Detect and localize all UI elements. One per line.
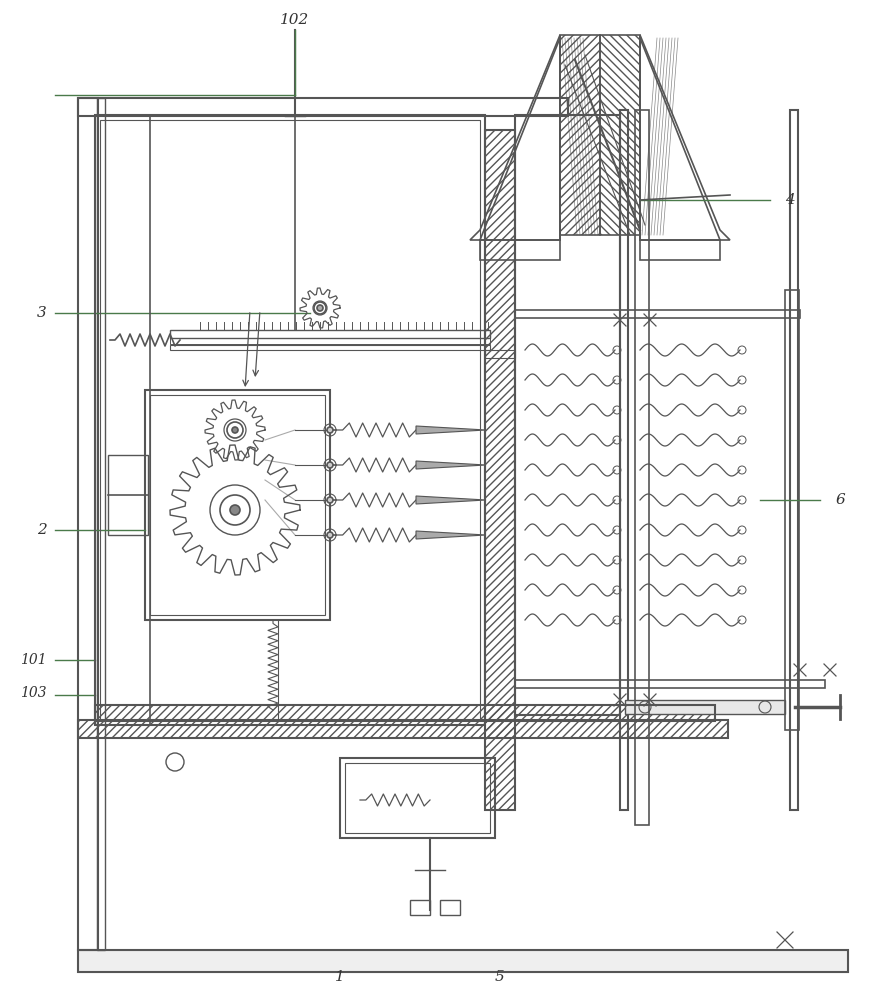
Bar — [108, 455, 148, 535]
Bar — [150, 395, 325, 615]
Bar — [95, 705, 715, 721]
Polygon shape — [416, 426, 486, 434]
Bar — [78, 98, 98, 950]
Circle shape — [327, 497, 333, 503]
Bar — [95, 115, 150, 725]
Bar — [95, 115, 485, 725]
Bar — [485, 130, 515, 810]
Polygon shape — [416, 531, 486, 539]
Circle shape — [327, 462, 333, 468]
Bar — [95, 705, 715, 721]
Text: 103: 103 — [19, 686, 46, 700]
Bar — [485, 130, 515, 810]
Bar — [97, 98, 105, 950]
Bar — [78, 720, 728, 738]
Circle shape — [317, 305, 323, 311]
Bar — [78, 98, 568, 116]
Circle shape — [327, 532, 333, 538]
Bar — [410, 900, 430, 915]
Bar — [790, 110, 798, 810]
Circle shape — [327, 427, 333, 433]
Polygon shape — [416, 461, 486, 469]
Bar — [170, 345, 490, 350]
Text: 3: 3 — [37, 306, 47, 320]
Bar — [620, 110, 628, 810]
Bar — [78, 950, 848, 972]
Bar — [485, 350, 515, 358]
Bar — [515, 680, 825, 688]
Bar — [170, 338, 490, 344]
Circle shape — [230, 505, 240, 515]
Bar — [78, 720, 728, 738]
Text: 2: 2 — [37, 523, 47, 537]
Text: 102: 102 — [280, 13, 309, 27]
Bar — [345, 763, 490, 833]
Text: 6: 6 — [835, 493, 844, 507]
Bar — [635, 110, 649, 825]
Bar — [600, 35, 640, 235]
Text: 4: 4 — [785, 193, 795, 207]
Bar — [785, 290, 799, 730]
Text: 101: 101 — [19, 653, 46, 667]
Bar — [560, 35, 600, 235]
Bar — [515, 115, 620, 715]
Polygon shape — [416, 496, 486, 504]
Bar — [170, 330, 490, 338]
Bar — [440, 900, 460, 915]
Circle shape — [232, 427, 238, 433]
Text: 1: 1 — [336, 970, 345, 984]
Text: 5: 5 — [495, 970, 505, 984]
Bar — [340, 758, 495, 838]
Bar — [145, 390, 330, 620]
Bar — [625, 700, 785, 714]
Bar — [100, 120, 480, 720]
Bar — [515, 310, 800, 318]
